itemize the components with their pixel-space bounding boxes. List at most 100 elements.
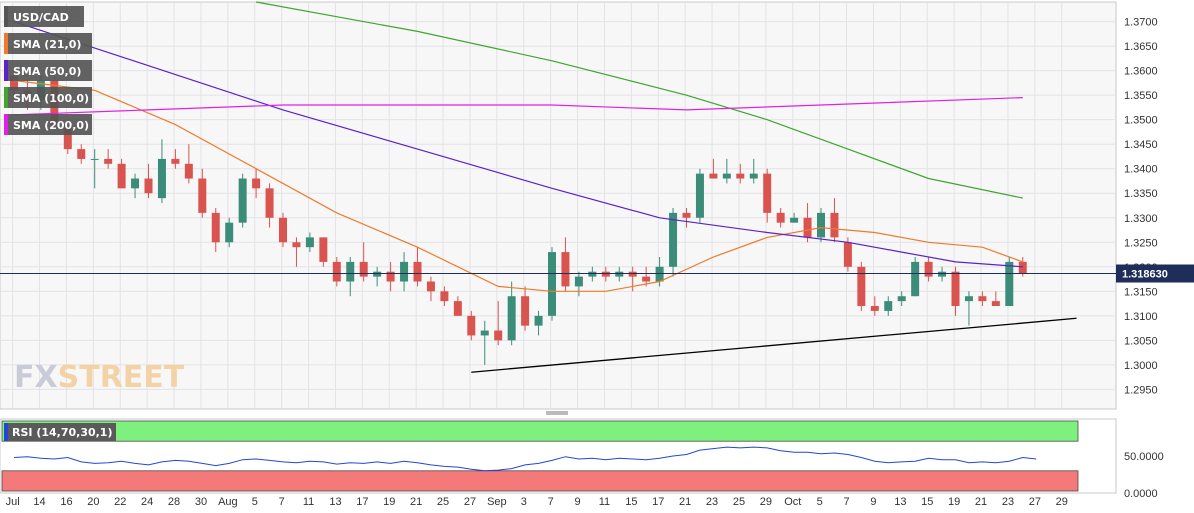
- candle-body: [870, 306, 879, 311]
- logo-street: STREET: [58, 360, 185, 395]
- candle-body: [601, 271, 610, 277]
- candle-body: [978, 296, 987, 302]
- time-tick-label: 14: [33, 496, 45, 508]
- candle-body: [682, 212, 691, 218]
- candle-body: [440, 291, 449, 302]
- candle-body: [453, 301, 462, 316]
- candle-body: [1018, 261, 1027, 274]
- time-tick-label: 25: [437, 496, 449, 508]
- time-tick-label: 7: [548, 496, 554, 508]
- rsi-oversold-zone: [1, 470, 1079, 492]
- candle-body: [332, 261, 341, 282]
- rsi-label-box: [4, 423, 116, 441]
- candle-body: [359, 261, 368, 277]
- time-tick-label: Sep: [487, 496, 507, 508]
- time-tick-label: 15: [625, 496, 637, 508]
- candle-body: [413, 261, 422, 282]
- legend-item-label: SMA (200,0): [13, 119, 89, 132]
- candle-body: [1005, 261, 1014, 307]
- candle-body: [400, 261, 409, 282]
- price-tick-label: 1.3650: [1124, 41, 1158, 53]
- panel-resize-handle[interactable]: [546, 411, 568, 415]
- candle-body: [426, 281, 435, 292]
- time-tick-label: 9: [574, 496, 580, 508]
- candle-body: [104, 158, 113, 164]
- legend-item-box: [4, 33, 92, 54]
- candle-body: [386, 271, 395, 282]
- candle-body: [924, 261, 933, 277]
- time-tick-label: 15: [921, 496, 933, 508]
- time-tick-label: 21: [410, 496, 422, 508]
- legend-item-label: USD/CAD: [13, 11, 69, 24]
- time-tick-label: 23: [1002, 496, 1014, 508]
- candle-body: [225, 222, 234, 243]
- rsi-panel: 50.0000 0.0000 RSI (14,70,30,1): [0, 418, 1164, 500]
- candle-body: [897, 296, 906, 302]
- rsi-tick-label: 50.0000: [1124, 451, 1164, 463]
- time-tick-label: 21: [975, 496, 987, 508]
- price-tick-label: 1.3600: [1124, 66, 1158, 78]
- candle-body: [494, 330, 503, 341]
- candle-body: [238, 178, 247, 223]
- price-tick-label: 1.3150: [1124, 286, 1158, 298]
- candle-body: [574, 276, 583, 287]
- legend-item-box: [4, 114, 92, 135]
- time-tick-label: 22: [114, 496, 126, 508]
- time-tick-label: 17: [652, 496, 664, 508]
- candle-body: [117, 163, 126, 189]
- sma-line: [13, 79, 1024, 292]
- candle-body: [521, 296, 530, 326]
- candle-body: [722, 173, 731, 179]
- candle-body: [763, 173, 772, 213]
- time-tick-label: 11: [599, 496, 610, 508]
- time-tick-label: 30: [195, 496, 207, 508]
- candle-body: [709, 173, 718, 179]
- candle-body: [951, 271, 960, 307]
- last-price-label: 1.318630: [1122, 269, 1168, 281]
- price-tick-label: 1.3500: [1124, 115, 1158, 127]
- legend-item-box: [4, 6, 84, 27]
- time-tick-label: 25: [733, 496, 745, 508]
- candle-body: [252, 178, 261, 189]
- price-tick-label: 1.3350: [1124, 188, 1158, 200]
- price-panel-background: [0, 1, 1117, 410]
- legend-item-box: [4, 87, 92, 108]
- candle-body: [964, 296, 973, 302]
- price-tick-label: 1.3100: [1124, 311, 1158, 323]
- candle-body: [319, 237, 328, 262]
- time-tick-label: 28: [168, 496, 180, 508]
- candle-body: [628, 271, 637, 277]
- time-tick-label: 23: [706, 496, 718, 508]
- sma-line: [13, 21, 1023, 268]
- time-tick-label: 19: [383, 496, 395, 508]
- candle-body: [749, 173, 758, 179]
- time-tick-label: Oct: [784, 496, 801, 508]
- time-tick-label: 13: [894, 496, 906, 508]
- candle-body: [77, 149, 86, 159]
- price-panel: 1.3700 1.3650 1.3600 1.3550 1.3500 1.3450 1.34…: [0, 1, 1194, 410]
- candle-body: [131, 178, 140, 189]
- price-tick-label: 1.3300: [1124, 213, 1158, 225]
- time-tick-label: 21: [679, 496, 691, 508]
- candle-body: [588, 271, 597, 277]
- candle-body: [292, 242, 301, 248]
- time-tick-label: 7: [843, 496, 849, 508]
- trendline: [471, 317, 1077, 373]
- legend-item-label: SMA (100,0): [13, 92, 89, 105]
- time-tick-label: Aug: [218, 496, 238, 508]
- rsi-line: [13, 446, 1037, 472]
- time-tick-label: 7: [279, 496, 285, 508]
- candle-body: [373, 271, 382, 277]
- candle-body: [655, 266, 664, 282]
- time-tick-label: 29: [760, 496, 772, 508]
- time-tick-label: 5: [817, 496, 823, 508]
- x-axis: Jul 14 16 20 22 24 28 30 Aug 5 7 11 13 17 19 21 25 27 Sep 3…: [6, 496, 1068, 508]
- price-tick-label: 1.3700: [1124, 17, 1158, 29]
- candle-body: [198, 178, 207, 213]
- candle-body: [265, 188, 274, 218]
- legend-item-swatch: [4, 60, 8, 81]
- legend-item-label: SMA (50,0): [13, 65, 81, 78]
- candle-body: [548, 252, 556, 316]
- candle-body: [857, 266, 866, 307]
- candle-body: [736, 173, 745, 179]
